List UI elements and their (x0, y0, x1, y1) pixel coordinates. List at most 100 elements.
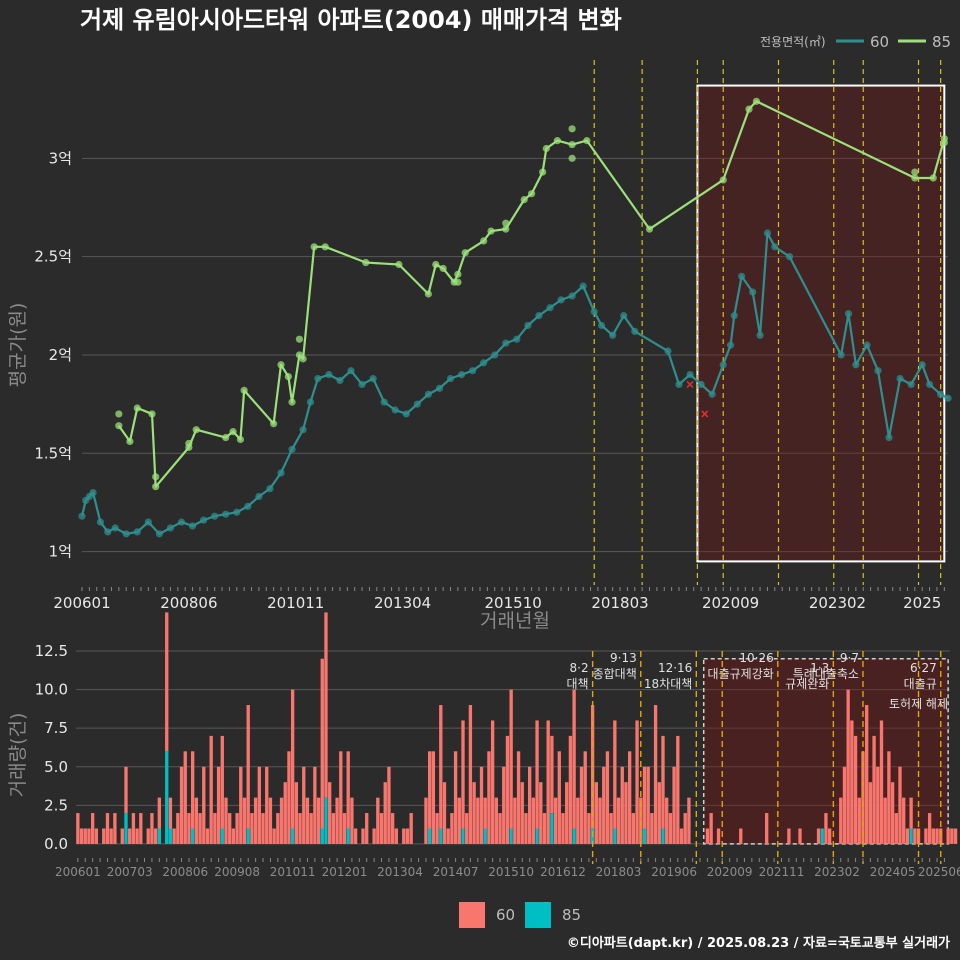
price-point-60 (96, 518, 105, 526)
volume-bar-60 (394, 828, 399, 844)
volume-bar-60 (516, 751, 521, 844)
volume-bar-60 (887, 751, 891, 844)
price-point-85 (583, 137, 591, 145)
volume-bar-60 (179, 766, 184, 844)
volume-bar-60 (598, 797, 602, 844)
policy-text-label: 대책 (567, 676, 589, 691)
price-point-60 (730, 312, 738, 320)
price-point-85 (310, 243, 318, 251)
price-point-85 (284, 372, 292, 381)
volume-bar-60 (361, 828, 365, 844)
volume-bar-60 (935, 828, 939, 844)
volume-bar-85 (428, 828, 432, 844)
volume-bar-60 (250, 813, 254, 844)
volume-y-tick-label: 2.5 (44, 796, 68, 814)
price-point-60 (111, 524, 119, 532)
price-x-tick-label: 201011 (267, 594, 324, 612)
volume-bar-60 (505, 735, 510, 844)
volume-bar-60 (424, 797, 428, 844)
volume-bar-60 (872, 735, 876, 844)
volume-bar-60 (168, 797, 173, 829)
volume-bar-60 (616, 797, 621, 844)
volume-bar-85 (157, 828, 161, 844)
volume-bar-60 (627, 751, 632, 844)
price-point-60 (155, 530, 163, 538)
volume-bar-60 (668, 813, 673, 844)
volume-bar-60 (527, 766, 532, 844)
price-point-85 (487, 227, 495, 235)
volume-bar-60 (220, 735, 224, 829)
price-y-tick-label: 1.5억 (34, 444, 72, 462)
price-point-85 (115, 410, 123, 418)
volume-bar-60 (561, 813, 565, 844)
volume-bar-60 (157, 797, 161, 829)
volume-bar-60 (339, 751, 343, 844)
volume-bar-60 (283, 782, 287, 844)
volume-bar-60 (535, 720, 539, 829)
volume-bar-60 (124, 766, 128, 814)
volume-bar-60 (842, 766, 847, 844)
price-point-85 (502, 225, 510, 233)
volume-x-tick-label: 202111 (759, 865, 805, 879)
volume-bar-60 (353, 828, 358, 844)
volume-bar-60 (657, 782, 661, 844)
volume-bar-60 (305, 797, 310, 844)
volume-bar-85 (483, 828, 487, 844)
volume-bar-60 (335, 797, 339, 844)
price-y-tick-label: 2.5억 (34, 248, 72, 266)
price-point-85 (568, 140, 576, 149)
price-point-85 (645, 225, 654, 233)
volume-y-tick-label: 5.0 (44, 758, 68, 776)
volume-bar-60 (705, 828, 710, 844)
volume-y-tick-label: 7.5 (44, 719, 68, 737)
volume-bar-60 (653, 705, 658, 844)
price-point-60 (133, 528, 141, 536)
bottom-legend: 60 85 (459, 902, 581, 928)
price-point-85 (911, 168, 919, 176)
volume-bar-60 (950, 828, 954, 844)
price-point-60 (852, 361, 860, 369)
volume-bar-85 (461, 828, 465, 844)
price-x-tick-label: 2025 (903, 594, 941, 612)
price-point-85 (719, 176, 727, 184)
volume-y-tick-label: 12.5 (35, 642, 68, 660)
price-point-85 (940, 138, 948, 147)
policy-date-label: 6·27 (910, 661, 937, 675)
price-outlier-marker (686, 380, 694, 388)
volume-bar-60 (435, 813, 439, 844)
price-point-60 (299, 426, 307, 434)
volume-bar-60 (946, 828, 950, 844)
volume-bar-60 (253, 797, 258, 844)
volume-bar-60 (216, 766, 221, 844)
volume-bar-60 (224, 797, 228, 844)
price-point-60 (413, 400, 421, 408)
volume-bar-60 (113, 813, 117, 844)
price-point-85 (133, 404, 141, 412)
volume-bar-85 (320, 828, 324, 844)
price-point-85 (236, 435, 245, 444)
volume-bar-60 (827, 828, 832, 844)
price-point-85 (542, 144, 550, 153)
volume-bar-60 (902, 797, 906, 844)
volume-bar-60 (209, 735, 213, 844)
volume-bar-60 (390, 813, 395, 844)
policy-date-label: 10·26 (739, 651, 773, 665)
price-outlier-marker (701, 410, 709, 418)
volume-bar-60 (931, 828, 936, 844)
policy-text-label: 대출규제강화 (708, 667, 774, 681)
volume-bar-60 (953, 828, 958, 844)
policy-date-label: 8·2 (570, 661, 589, 675)
volume-bar-60 (894, 813, 898, 844)
volume-bar-60 (342, 813, 347, 844)
price-x-axis-title: 거래년월 (480, 610, 550, 632)
volume-bar-60 (824, 813, 828, 844)
volume-bar-60 (542, 813, 547, 844)
price-point-85 (520, 196, 528, 204)
volume-bar-60 (465, 813, 469, 844)
volume-bar-60 (90, 813, 95, 844)
volume-bar-60 (146, 828, 150, 844)
price-point-60 (944, 394, 952, 402)
policy-extra-label: 토허제 해제 (889, 697, 948, 711)
volume-bar-85 (509, 828, 513, 844)
bottom-legend-label-60: 60 (496, 906, 515, 924)
